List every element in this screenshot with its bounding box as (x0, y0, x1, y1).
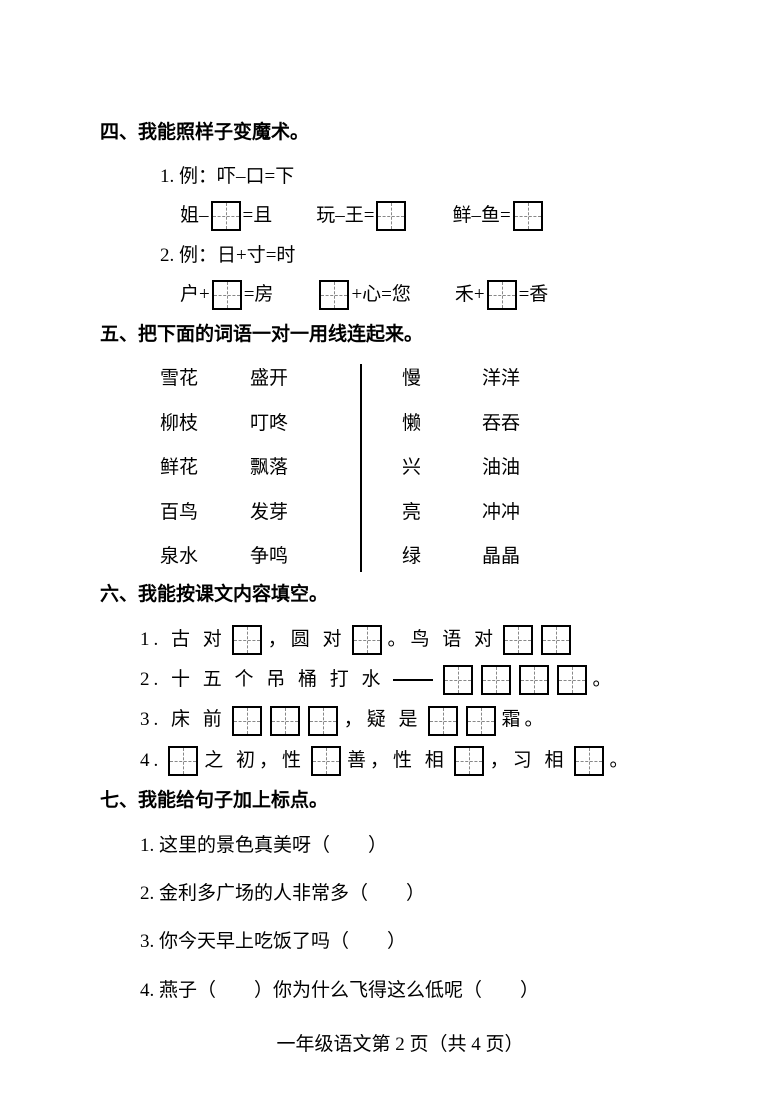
q4-r2c-pre: 禾+ (455, 280, 485, 310)
q5-colC: 慢 懒 兴 亮 绿 (402, 364, 482, 572)
answer-box[interactable] (557, 665, 587, 695)
text: 4. (140, 746, 162, 776)
answer-box[interactable] (481, 665, 511, 695)
q5-title: 五、把下面的词语一对一用线连起来。 (100, 320, 700, 350)
match-word: 亮 (402, 498, 482, 528)
q7-s3: 3. 你今天早上吃饭了吗（ ） (140, 927, 700, 957)
q7-s2: 2. 金利多广场的人非常多（ ） (140, 879, 700, 909)
q4-r2a-pre: 户+ (180, 280, 210, 310)
q4-r2c-post: =香 (519, 280, 549, 310)
q5-colA: 雪花 柳枝 鲜花 百鸟 泉水 (160, 364, 250, 572)
answer-box[interactable] (443, 665, 473, 695)
match-word: 晶晶 (482, 542, 520, 572)
answer-box[interactable] (211, 201, 241, 231)
q4-r2a-post: =房 (244, 280, 274, 310)
answer-box[interactable] (466, 706, 496, 736)
q7-s1: 1. 这里的景色真美呀（ ） (140, 831, 700, 861)
q6-line4: 4. 之 初，性 善，性 相 ，习 相 。 (140, 746, 700, 776)
q6-title: 六、我能按课文内容填空。 (100, 580, 700, 610)
match-word: 叮咚 (250, 409, 320, 439)
q4-r1a-post: =且 (243, 201, 273, 231)
match-word: 洋洋 (482, 364, 520, 394)
text: ，习 相 (490, 746, 568, 776)
answer-box[interactable] (519, 665, 549, 695)
answer-box[interactable] (428, 706, 458, 736)
answer-box[interactable] (487, 280, 517, 310)
q6-line1: 1. 古 对 ，圆 对 。鸟 语 对 (140, 625, 700, 655)
divider (360, 364, 362, 572)
match-word: 争鸣 (250, 542, 320, 572)
match-word: 冲冲 (482, 498, 520, 528)
text: ，圆 对 (268, 625, 346, 655)
q5-match: 雪花 柳枝 鲜花 百鸟 泉水 盛开 叮咚 飘落 发芽 争鸣 慢 懒 兴 亮 绿 … (160, 364, 700, 572)
q4-row1: 姐– =且 玩–王= 鲜–鱼= (180, 201, 700, 231)
q7-s4: 4. 燕子（ ）你为什么飞得这么低呢（ ） (140, 976, 700, 1006)
answer-box[interactable] (232, 706, 262, 736)
q4-title: 四、我能照样子变魔术。 (100, 118, 700, 148)
q5-colB: 盛开 叮咚 飘落 发芽 争鸣 (250, 364, 320, 572)
match-word: 发芽 (250, 498, 320, 528)
text: 3. 床 前 (140, 705, 226, 735)
match-word: 油油 (482, 453, 520, 483)
answer-box[interactable] (308, 706, 338, 736)
q6-line3: 3. 床 前 ，疑 是 霜。 (140, 705, 700, 735)
text: 霜。 (502, 705, 548, 735)
match-word: 飘落 (250, 453, 320, 483)
match-word: 鲜花 (160, 453, 250, 483)
text: 。 (610, 746, 633, 776)
answer-box[interactable] (376, 201, 406, 231)
q5-colD: 洋洋 吞吞 油油 冲冲 晶晶 (482, 364, 520, 572)
q4-r1c-pre: 鲜–鱼= (452, 201, 510, 231)
answer-box[interactable] (574, 746, 604, 776)
match-word: 百鸟 (160, 498, 250, 528)
match-word: 雪花 (160, 364, 250, 394)
text: ，疑 是 (344, 705, 422, 735)
answer-box[interactable] (168, 746, 198, 776)
q4-ex2: 2. 例：日+寸=时 (160, 241, 700, 271)
answer-box[interactable] (513, 201, 543, 231)
text: 2. 十 五 个 吊 桶 打 水 (140, 665, 385, 695)
answer-box[interactable] (212, 280, 242, 310)
match-word: 慢 (402, 364, 482, 394)
dash (393, 679, 433, 681)
q4-r2b-post: +心=您 (351, 280, 410, 310)
match-word: 盛开 (250, 364, 320, 394)
answer-box[interactable] (503, 625, 533, 655)
match-word: 懒 (402, 409, 482, 439)
answer-box[interactable] (270, 706, 300, 736)
match-word: 泉水 (160, 542, 250, 572)
text: 。 (593, 665, 616, 695)
answer-box[interactable] (454, 746, 484, 776)
text: 之 初，性 (204, 746, 305, 776)
text: 。鸟 语 对 (388, 625, 498, 655)
q4-ex1: 1. 例：吓–口=下 (160, 162, 700, 192)
answer-box[interactable] (541, 625, 571, 655)
q7-title: 七、我能给句子加上标点。 (100, 786, 700, 816)
q4-r1b-pre: 玩–王= (316, 201, 374, 231)
text: 1. 古 对 (140, 625, 226, 655)
answer-box[interactable] (232, 625, 262, 655)
match-word: 柳枝 (160, 409, 250, 439)
answer-box[interactable] (319, 280, 349, 310)
page-footer: 一年级语文第 2 页（共 4 页） (100, 1030, 700, 1060)
q6-line2: 2. 十 五 个 吊 桶 打 水 。 (140, 665, 700, 695)
match-word: 兴 (402, 453, 482, 483)
q4-row2: 户+ =房 +心=您 禾+ =香 (180, 280, 700, 310)
answer-box[interactable] (311, 746, 341, 776)
match-word: 绿 (402, 542, 482, 572)
match-word: 吞吞 (482, 409, 520, 439)
answer-box[interactable] (352, 625, 382, 655)
text: 善，性 相 (347, 746, 448, 776)
q4-r1a-pre: 姐– (180, 201, 209, 231)
